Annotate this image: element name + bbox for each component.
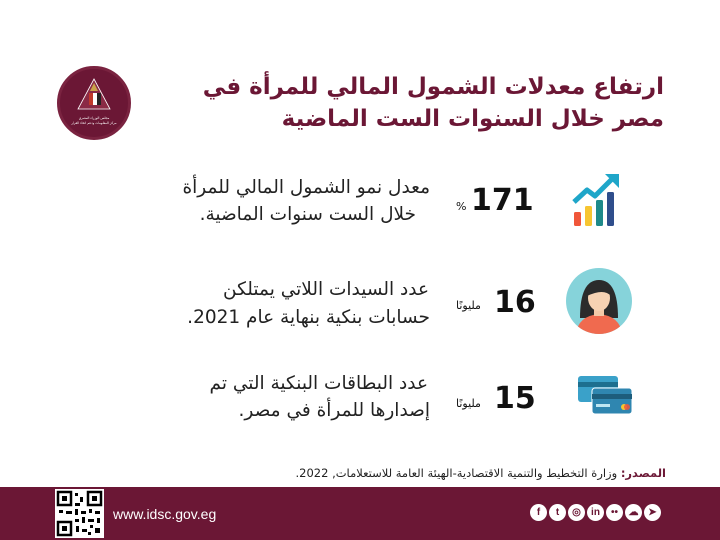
stat-unit-3: مليونًا [456, 397, 481, 410]
instagram-icon[interactable]: ◎ [568, 504, 585, 521]
facebook-icon[interactable]: f [530, 504, 547, 521]
growth-chart-icon [571, 172, 621, 232]
stat-value-2: 16 [494, 285, 536, 320]
source-text: وزارة التخطيط والتنمية الاقتصادية-الهيئة… [295, 466, 621, 480]
qr-code-icon[interactable] [55, 489, 104, 538]
stat-desc-2-line2: حسابات بنكية بنهاية عام 2021. [187, 307, 430, 328]
stat-value-3: 15 [494, 381, 536, 416]
stat-desc-3-line1: عدد البطاقات البنكية التي تم [209, 373, 428, 394]
stat-desc-3-line2: إصدارها للمرأة في مصر. [238, 400, 430, 421]
woman-avatar-icon [566, 268, 632, 338]
logo-text-line2: مركز المعلومات ودعم اتخاذ القرار [71, 121, 117, 125]
soundcloud-icon[interactable]: ☁ [625, 504, 642, 521]
source-note: المصدر: وزارة التخطيط والتنمية الاقتصادي… [295, 466, 666, 480]
idsc-logo: مجلس الوزراء المصري مركز المعلومات ودعم … [57, 66, 131, 140]
logo-text-line1: مجلس الوزراء المصري [78, 116, 110, 120]
twitter-icon[interactable]: t [549, 504, 566, 521]
bank-cards-icon [576, 374, 634, 420]
website-link[interactable]: www.idsc.gov.eg [113, 506, 217, 522]
stat-desc-1-line2: خلال الست سنوات الماضية. [199, 204, 416, 225]
source-label: المصدر: [620, 466, 666, 480]
linkedin-icon[interactable]: in [587, 504, 604, 521]
stat-value-1: 171 [471, 183, 534, 218]
page-title-line1: ارتفاع معدلات الشمول المالي للمرأة في [202, 74, 664, 100]
pyramid-emblem [77, 78, 111, 110]
page-title-line2: مصر خلال السنوات الست الماضية [281, 106, 664, 132]
stat-unit-1: % [456, 200, 467, 213]
telegram-icon[interactable]: ➤ [644, 504, 661, 521]
flickr-icon[interactable]: •• [606, 504, 623, 521]
stat-desc-2-line1: عدد السيدات اللاتي يمتلكن [223, 279, 429, 300]
stat-desc-1-line1: معدل نمو الشمول المالي للمرأة [182, 177, 430, 198]
stat-unit-2: مليونًا [456, 299, 481, 312]
